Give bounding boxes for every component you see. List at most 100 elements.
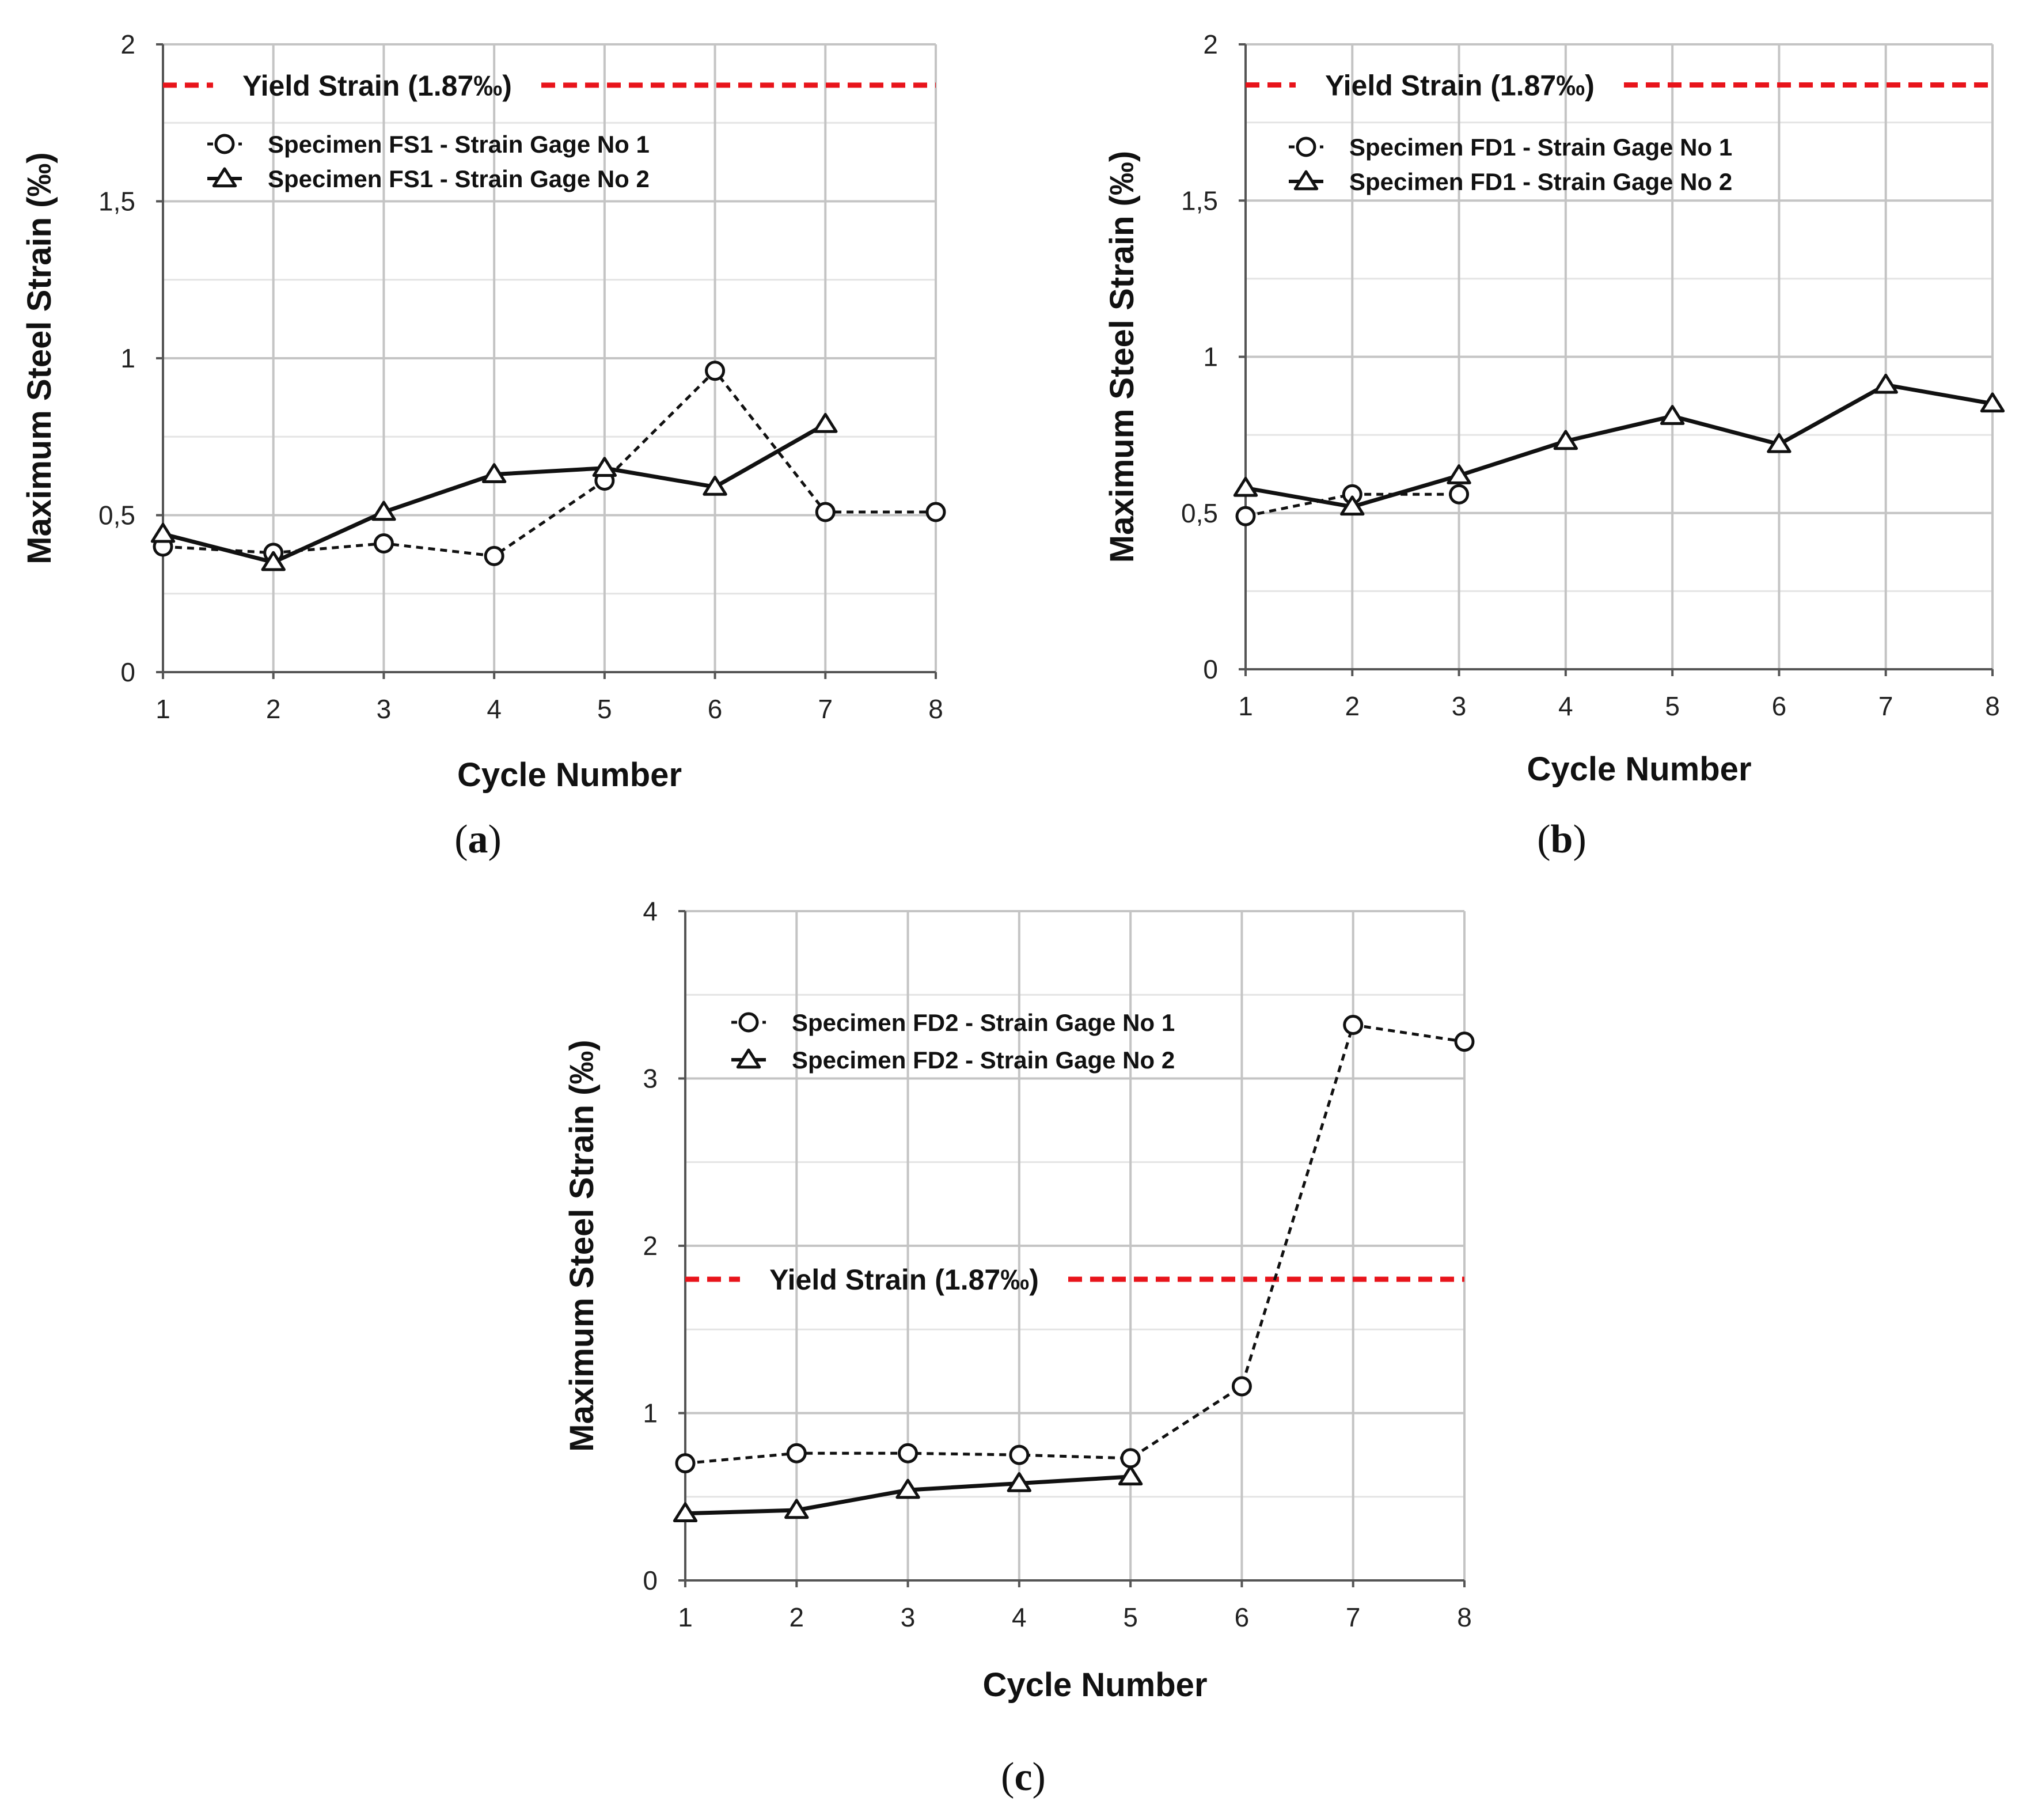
series-gage-1-point xyxy=(1454,1032,1475,1052)
x-tick-label: 1 xyxy=(1238,691,1253,721)
panel-label-letter: c xyxy=(1014,1755,1032,1799)
series-gage-2-point xyxy=(1553,430,1578,450)
x-axis-title: Cycle Number xyxy=(1527,750,1751,788)
legend-marker-gage-2-point xyxy=(212,167,237,188)
legend-marker-gage-1-point xyxy=(1296,136,1316,157)
series-gage-2-point xyxy=(784,1499,809,1519)
x-tick-label: 4 xyxy=(1012,1602,1027,1632)
series-gage-2-point xyxy=(1767,433,1792,453)
panel-label-paren: ) xyxy=(488,817,502,862)
legend-marker-gage-1-point xyxy=(214,134,235,154)
series-gage-2-point xyxy=(703,475,727,496)
y-tick-label: 2 xyxy=(120,29,135,59)
panel-label: (b) xyxy=(1537,817,1586,862)
y-tick-label: 4 xyxy=(643,896,658,926)
series-gage-1-point xyxy=(786,1443,807,1463)
panel-label-paren: ( xyxy=(1001,1755,1014,1799)
panel-label-letter: a xyxy=(468,817,488,862)
series-gage-2-point xyxy=(592,457,617,477)
x-tick-label: 8 xyxy=(1985,691,2000,721)
y-tick-label: 1 xyxy=(643,1398,658,1428)
y-tick-label: 2 xyxy=(1203,29,1218,59)
panel-label: (c) xyxy=(1001,1755,1046,1799)
y-tick-label: 0 xyxy=(120,657,135,687)
x-tick-label: 1 xyxy=(155,694,170,724)
legend-entry-label: Specimen FD2 - Strain Gage No 1 xyxy=(792,1009,1175,1036)
series-line-gage-2 xyxy=(1245,382,1993,509)
y-tick-label: 0 xyxy=(1203,654,1218,684)
series-gage-2-point xyxy=(1447,464,1471,484)
series-gage-2-point xyxy=(1007,1472,1032,1492)
x-axis-title: Cycle Number xyxy=(457,756,682,794)
y-tick-label: 2 xyxy=(643,1231,658,1261)
chart-panel-a: 0 0,5 1 1,5 2 1 2 3 4 5 6 7 8 Maximum Steel Strain (‰… xyxy=(21,29,946,862)
x-tick-label: 4 xyxy=(1558,691,1573,721)
series-line-gage-1 xyxy=(162,369,936,558)
y-tick-label: 1,5 xyxy=(1181,185,1218,215)
x-tick-label: 7 xyxy=(1878,691,1893,721)
series-gage-1-point xyxy=(705,361,726,381)
series-gage-2-point xyxy=(673,1502,698,1523)
x-tick-label: 2 xyxy=(789,1602,804,1632)
x-tick-label: 8 xyxy=(1457,1602,1472,1632)
x-tick-label: 3 xyxy=(377,694,392,724)
series-gage-2-point xyxy=(1873,373,1898,394)
series-gage-2-point xyxy=(1118,1465,1143,1486)
x-tick-label: 5 xyxy=(597,694,612,724)
series-gage-1-point xyxy=(484,545,504,566)
x-tick-label: 1 xyxy=(678,1602,693,1632)
series-line-gage-1 xyxy=(685,1023,1465,1465)
series-gage-1-point xyxy=(898,1443,918,1463)
series-gage-1-point xyxy=(1235,506,1256,526)
legend-marker-gage-1-point xyxy=(738,1012,759,1033)
panel-label-paren: ( xyxy=(1537,817,1550,862)
series-gage-2-point xyxy=(1340,495,1365,516)
series-gage-1-point xyxy=(373,533,394,554)
x-tick-label: 7 xyxy=(1346,1602,1361,1632)
x-tick-label: 5 xyxy=(1123,1602,1138,1632)
legend-entry-label: Specimen FS1 - Strain Gage No 2 xyxy=(268,165,650,192)
series-gage-1-point xyxy=(815,502,836,522)
series-gage-1-point xyxy=(1231,1376,1252,1397)
legend-entry-label: Specimen FD1 - Strain Gage No 1 xyxy=(1349,134,1732,161)
x-tick-label: 3 xyxy=(901,1602,916,1632)
y-axis-title: Maximum Steel Strain (‰) xyxy=(21,152,58,564)
series-gage-2-point xyxy=(813,412,838,433)
x-tick-label: 6 xyxy=(708,694,723,724)
y-tick-label: 3 xyxy=(643,1064,658,1094)
y-tick-label: 0,5 xyxy=(98,500,135,530)
x-tick-label: 7 xyxy=(818,694,833,724)
series-gage-1-point xyxy=(1343,1015,1364,1036)
panel-label-paren: ) xyxy=(1033,1755,1046,1799)
legend-entry-label: Specimen FD1 - Strain Gage No 2 xyxy=(1349,168,1732,195)
x-tick-label: 8 xyxy=(928,694,943,724)
panel-label: (a) xyxy=(454,817,502,862)
x-tick-label: 6 xyxy=(1235,1602,1250,1632)
yield-strain-label: Yield Strain (1.87‰) xyxy=(769,1264,1039,1296)
panel-label-letter: b xyxy=(1551,817,1573,862)
y-axis-title: Maximum Steel Strain (‰) xyxy=(1103,151,1141,563)
series-gage-2-point xyxy=(1980,392,2005,413)
series-gage-2-point xyxy=(895,1478,920,1499)
x-tick-label: 6 xyxy=(1772,691,1787,721)
x-axis-title: Cycle Number xyxy=(982,1666,1207,1704)
series-gage-1-point xyxy=(925,502,946,522)
y-axis-title: Maximum Steel Strain (‰) xyxy=(563,1040,601,1451)
y-tick-label: 0,5 xyxy=(1181,498,1218,528)
panel-label-paren: ) xyxy=(1573,817,1586,862)
series-gage-1-point xyxy=(1449,484,1470,505)
x-tick-label: 5 xyxy=(1665,691,1680,721)
series-gage-2-point xyxy=(371,500,396,521)
yield-strain-label: Yield Strain (1.87‰) xyxy=(1325,70,1595,102)
legend-entry-label: Specimen FS1 - Strain Gage No 1 xyxy=(268,131,650,158)
legend-marker-gage-2-point xyxy=(1293,170,1319,191)
legend-entry-label: Specimen FD2 - Strain Gage No 2 xyxy=(792,1046,1175,1074)
y-tick-label: 1 xyxy=(120,343,135,373)
x-tick-label: 2 xyxy=(266,694,281,724)
series-gage-2-point xyxy=(261,551,286,571)
series-gage-2-point xyxy=(150,522,176,543)
chart-panel-b: 0 0,5 1 1,5 2 1 2 3 4 5 6 7 8 Maximum Steel Strain (‰… xyxy=(1103,29,2005,862)
y-tick-label: 0 xyxy=(643,1565,658,1595)
